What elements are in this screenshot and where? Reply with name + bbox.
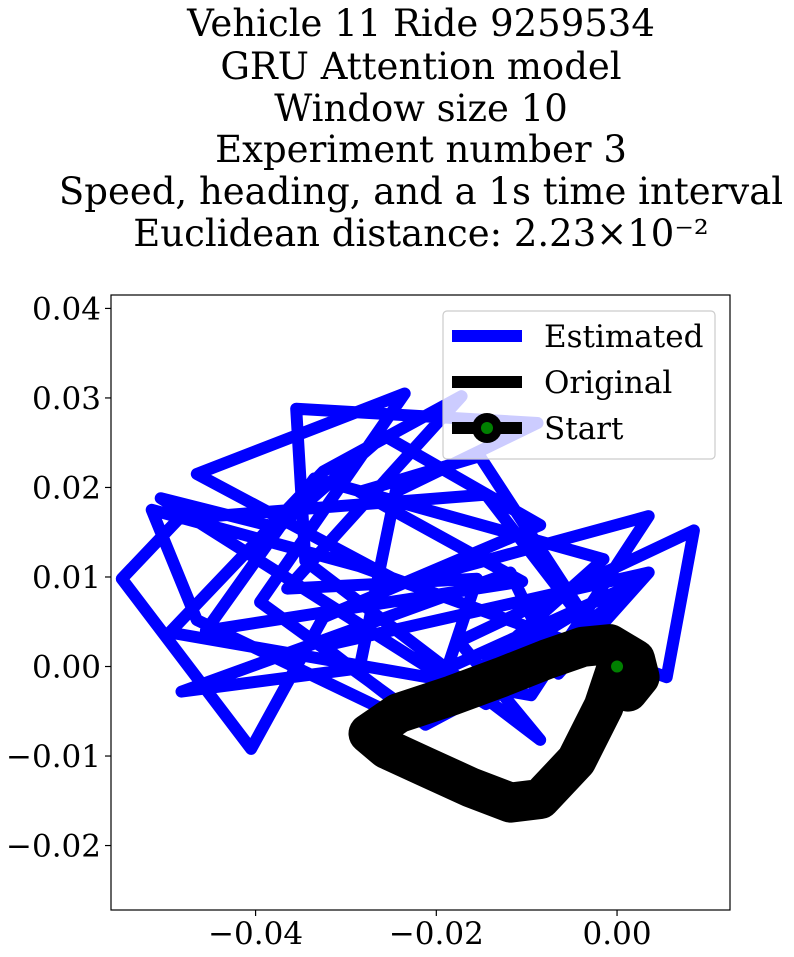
x-axis: −0.04 −0.02 0.00 <box>208 910 652 952</box>
legend-estimated-label: Estimated <box>544 319 703 355</box>
y-tick-label: −0.01 <box>6 739 101 775</box>
title-line-5: Speed, heading, and a 1s time interval <box>59 170 783 213</box>
legend: Estimated Original Start <box>442 310 716 460</box>
title-line-3: Window size 10 <box>274 87 568 130</box>
chart-title: Vehicle 11 Ride 9259534 GRU Attention mo… <box>59 2 783 255</box>
x-tick-label: −0.04 <box>208 916 303 952</box>
title-line-4: Experiment number 3 <box>215 128 627 171</box>
series-original-line <box>348 624 660 823</box>
x-tick-label: −0.02 <box>389 916 484 952</box>
x-tick-label: 0.00 <box>583 916 652 952</box>
series-layer <box>115 387 700 823</box>
start-point-marker <box>611 660 624 673</box>
y-tick-label: 0.02 <box>32 470 101 506</box>
y-tick-label: 0.00 <box>32 650 101 686</box>
y-tick-label: 0.01 <box>32 560 101 596</box>
plot-area-frame <box>110 294 731 911</box>
title-line-6: Euclidean distance: 2.23×10⁻² <box>133 212 708 255</box>
legend-original-label: Original <box>544 365 672 401</box>
title-line-1: Vehicle 11 Ride 9259534 <box>186 2 655 45</box>
legend-start-marker-center <box>481 422 493 434</box>
y-tick-label: 0.03 <box>32 381 101 417</box>
title-line-2: GRU Attention model <box>220 45 621 88</box>
y-tick-label: 0.04 <box>32 291 101 327</box>
legend-start-label: Start <box>544 411 624 447</box>
y-tick-label: −0.02 <box>6 829 101 865</box>
series-estimated-line <box>115 387 700 755</box>
y-axis: 0.04 0.03 0.02 0.01 0.00 −0.01 −0.02 <box>6 291 111 865</box>
